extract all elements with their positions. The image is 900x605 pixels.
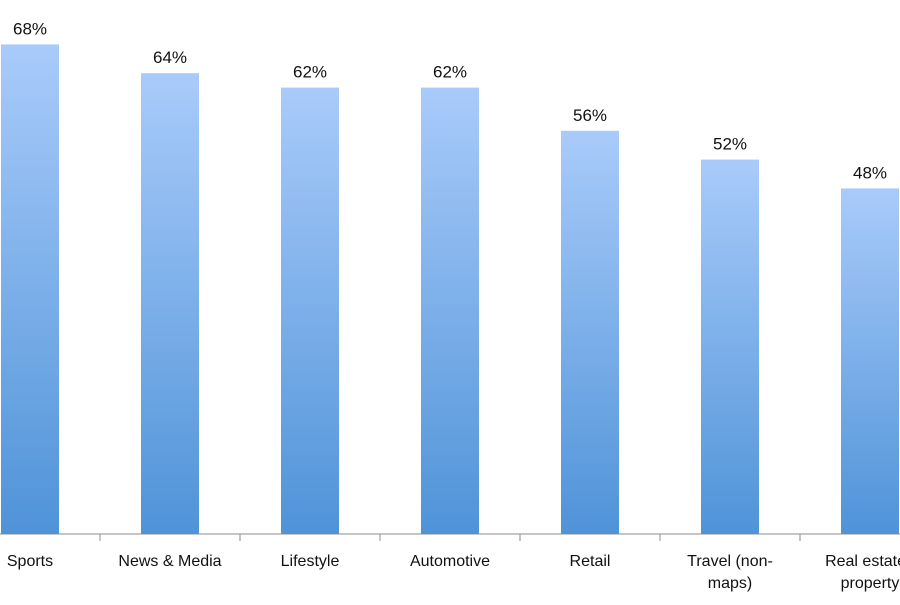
value-label-real-estate-property: 48%	[853, 163, 887, 182]
value-label-travel-non-maps: 52%	[713, 135, 747, 154]
category-label-news-media: News & Media	[118, 553, 221, 570]
value-label-lifestyle: 62%	[293, 63, 327, 82]
bar-travel-non-maps	[701, 159, 759, 534]
bar-sports	[1, 44, 59, 535]
value-labels-group: 68% 64% 62% 62% 56% 52% 48%	[13, 19, 887, 182]
category-label-lifestyle: Lifestyle	[281, 553, 340, 570]
category-label-real-estate-property: Real estate / property	[825, 553, 900, 592]
category-label-retail: Retail	[570, 553, 611, 570]
category-label-line: Travel (non-	[687, 553, 773, 570]
category-label-line: Automotive	[410, 553, 490, 570]
value-label-retail: 56%	[573, 106, 607, 125]
value-label-news-media: 64%	[153, 48, 187, 67]
bar-retail	[561, 130, 619, 535]
value-label-sports: 68%	[13, 19, 47, 38]
category-label-automotive: Automotive	[410, 553, 490, 570]
category-labels-group: Sports News & Media Lifestyle Automotive Ret…	[7, 553, 900, 592]
category-label-line: Real estate /	[825, 553, 900, 570]
category-label-line: Sports	[7, 553, 53, 570]
bar-lifestyle	[281, 87, 339, 534]
category-label-travel-non-maps: Travel (non-maps)	[687, 553, 773, 592]
axis-ticks-group	[99, 534, 801, 541]
category-label-line: Lifestyle	[281, 553, 340, 570]
category-label-line: maps)	[708, 575, 752, 592]
category-label-line: property	[841, 575, 900, 592]
bar-real-estate-property	[841, 188, 899, 534]
bars-group	[1, 44, 899, 535]
category-label-line: Retail	[570, 553, 611, 570]
value-label-automotive: 62%	[433, 63, 467, 82]
category-label-line: News & Media	[118, 553, 221, 570]
category-label-sports: Sports	[7, 553, 53, 570]
bar-news-media	[141, 73, 199, 534]
bar-automotive	[421, 87, 479, 534]
